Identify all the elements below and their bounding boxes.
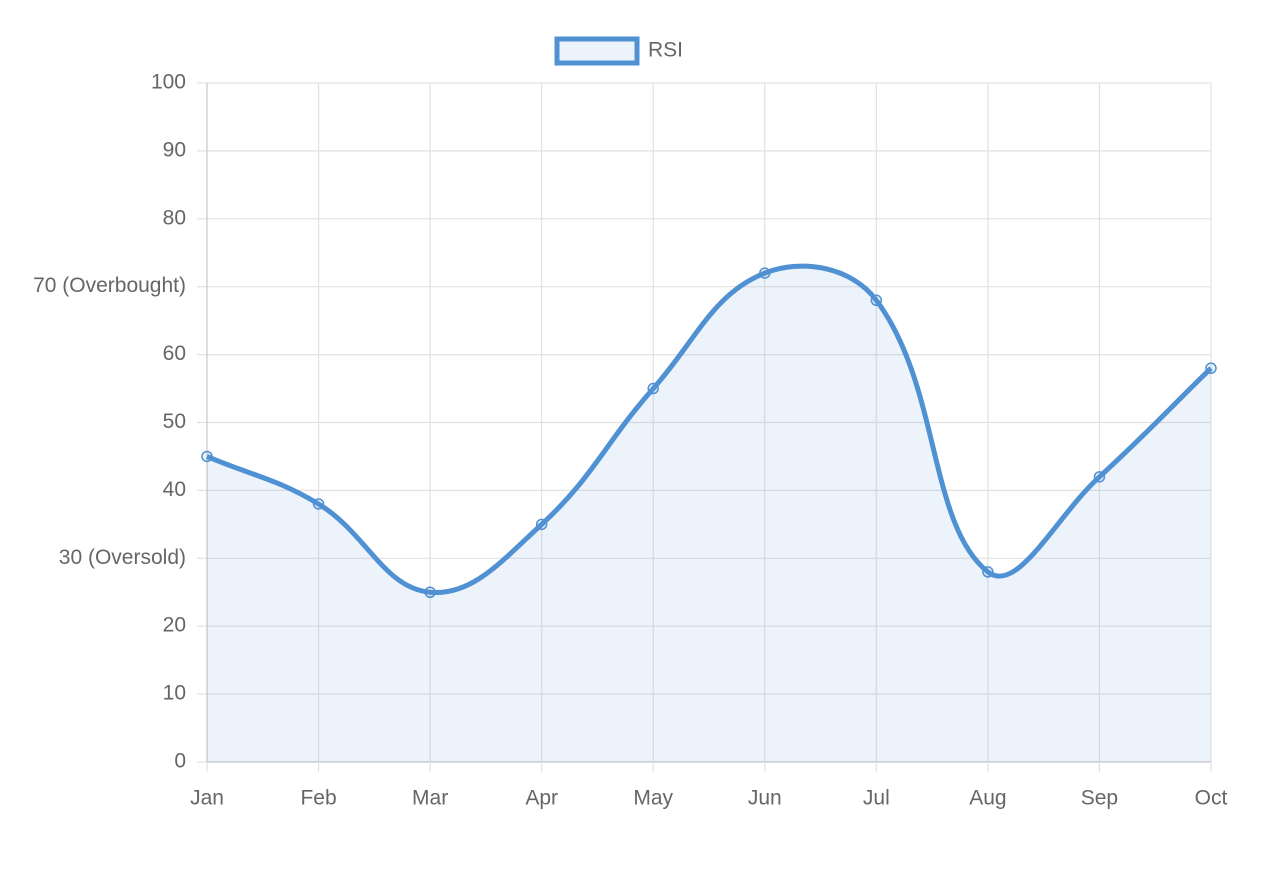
y-tick-label: 80 <box>163 206 186 229</box>
point <box>647 382 659 395</box>
point <box>201 450 213 463</box>
x-tick-label: Sep <box>1081 787 1118 810</box>
y-tick-label: 100 <box>151 71 186 94</box>
point <box>312 498 325 510</box>
point <box>982 566 994 578</box>
y-tick-label: 50 <box>163 410 186 433</box>
y-tick-label: 30 (Oversold) <box>59 546 186 569</box>
legend-swatch <box>554 36 640 66</box>
x-tick-label: May <box>633 787 673 810</box>
y-tick-label: 20 <box>163 614 186 637</box>
y-tick-label: 10 <box>163 682 186 705</box>
point <box>535 518 548 531</box>
point <box>870 294 883 307</box>
y-tick-label: 90 <box>163 138 186 161</box>
x-tick-label: Oct <box>1195 787 1228 810</box>
y-tick-label: 0 <box>174 750 186 773</box>
x-tick-label: Feb <box>300 787 336 810</box>
area <box>207 266 1211 762</box>
line <box>206 263 1213 595</box>
x-tick-label: Jun <box>748 787 782 810</box>
x-tick-label: Apr <box>525 787 558 810</box>
point <box>759 267 771 279</box>
x-tick-label: Aug <box>969 787 1006 810</box>
point <box>424 586 436 598</box>
legend-label: RSI <box>648 39 683 62</box>
point <box>1093 471 1106 483</box>
x-tick-label: Jul <box>863 787 890 810</box>
point <box>1205 362 1217 374</box>
x-tick-label: Jan <box>190 787 224 810</box>
y-tick-label: 70 (Overbought) <box>33 274 186 297</box>
y-tick-label: 60 <box>163 342 186 365</box>
y-tick-label: 40 <box>163 478 186 501</box>
x-tick-label: Mar <box>412 787 448 810</box>
